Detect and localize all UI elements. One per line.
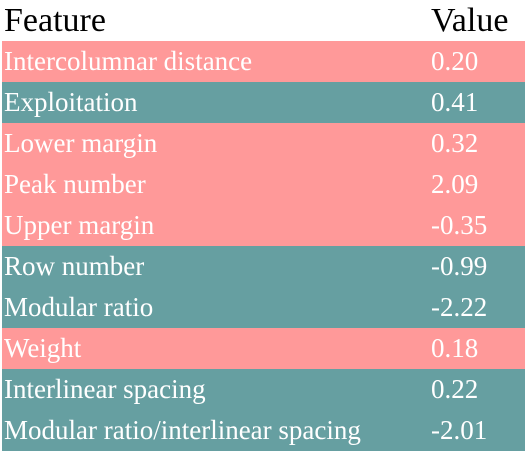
value-cell: -2.22: [431, 292, 488, 322]
table-row: Row number -0.99: [2, 246, 525, 287]
feature-cell: Peak number: [4, 169, 146, 199]
table-row: Peak number 2.09: [2, 164, 525, 205]
value-cell: 2.09: [431, 169, 479, 199]
feature-cell: Exploitation: [4, 87, 138, 117]
value-cell: -0.99: [431, 251, 488, 281]
feature-cell: Modular ratio: [4, 292, 154, 322]
feature-cell: Upper margin: [4, 210, 155, 240]
value-cell: 0.32: [431, 128, 479, 158]
feature-cell: Weight: [4, 333, 82, 363]
table-row: Modular ratio/interlinear spacing -2.01: [2, 410, 525, 451]
feature-cell: Intercolumnar distance: [4, 46, 253, 76]
header-feature: Feature: [2, 0, 429, 41]
feature-cell: Modular ratio/interlinear spacing: [4, 415, 361, 445]
value-cell: 0.18: [431, 333, 479, 363]
table-row: Modular ratio -2.22: [2, 287, 525, 328]
table-row: Upper margin -0.35: [2, 205, 525, 246]
table-row: Interlinear spacing 0.22: [2, 369, 525, 410]
value-cell: 0.22: [431, 374, 479, 404]
feature-cell: Interlinear spacing: [4, 374, 206, 404]
value-cell: -2.01: [431, 415, 488, 445]
table-row: Exploitation 0.41: [2, 82, 525, 123]
value-cell: 0.20: [431, 46, 479, 76]
header-value: Value: [429, 0, 525, 41]
value-cell: 0.41: [431, 87, 479, 117]
table-row: Lower margin 0.32: [2, 123, 525, 164]
table-row: Intercolumnar distance 0.20: [2, 41, 525, 82]
header-row: Feature Value: [2, 0, 525, 41]
value-cell: -0.35: [431, 210, 488, 240]
feature-cell: Lower margin: [4, 128, 158, 158]
table-row: Weight 0.18: [2, 328, 525, 369]
feature-cell: Row number: [4, 251, 145, 281]
